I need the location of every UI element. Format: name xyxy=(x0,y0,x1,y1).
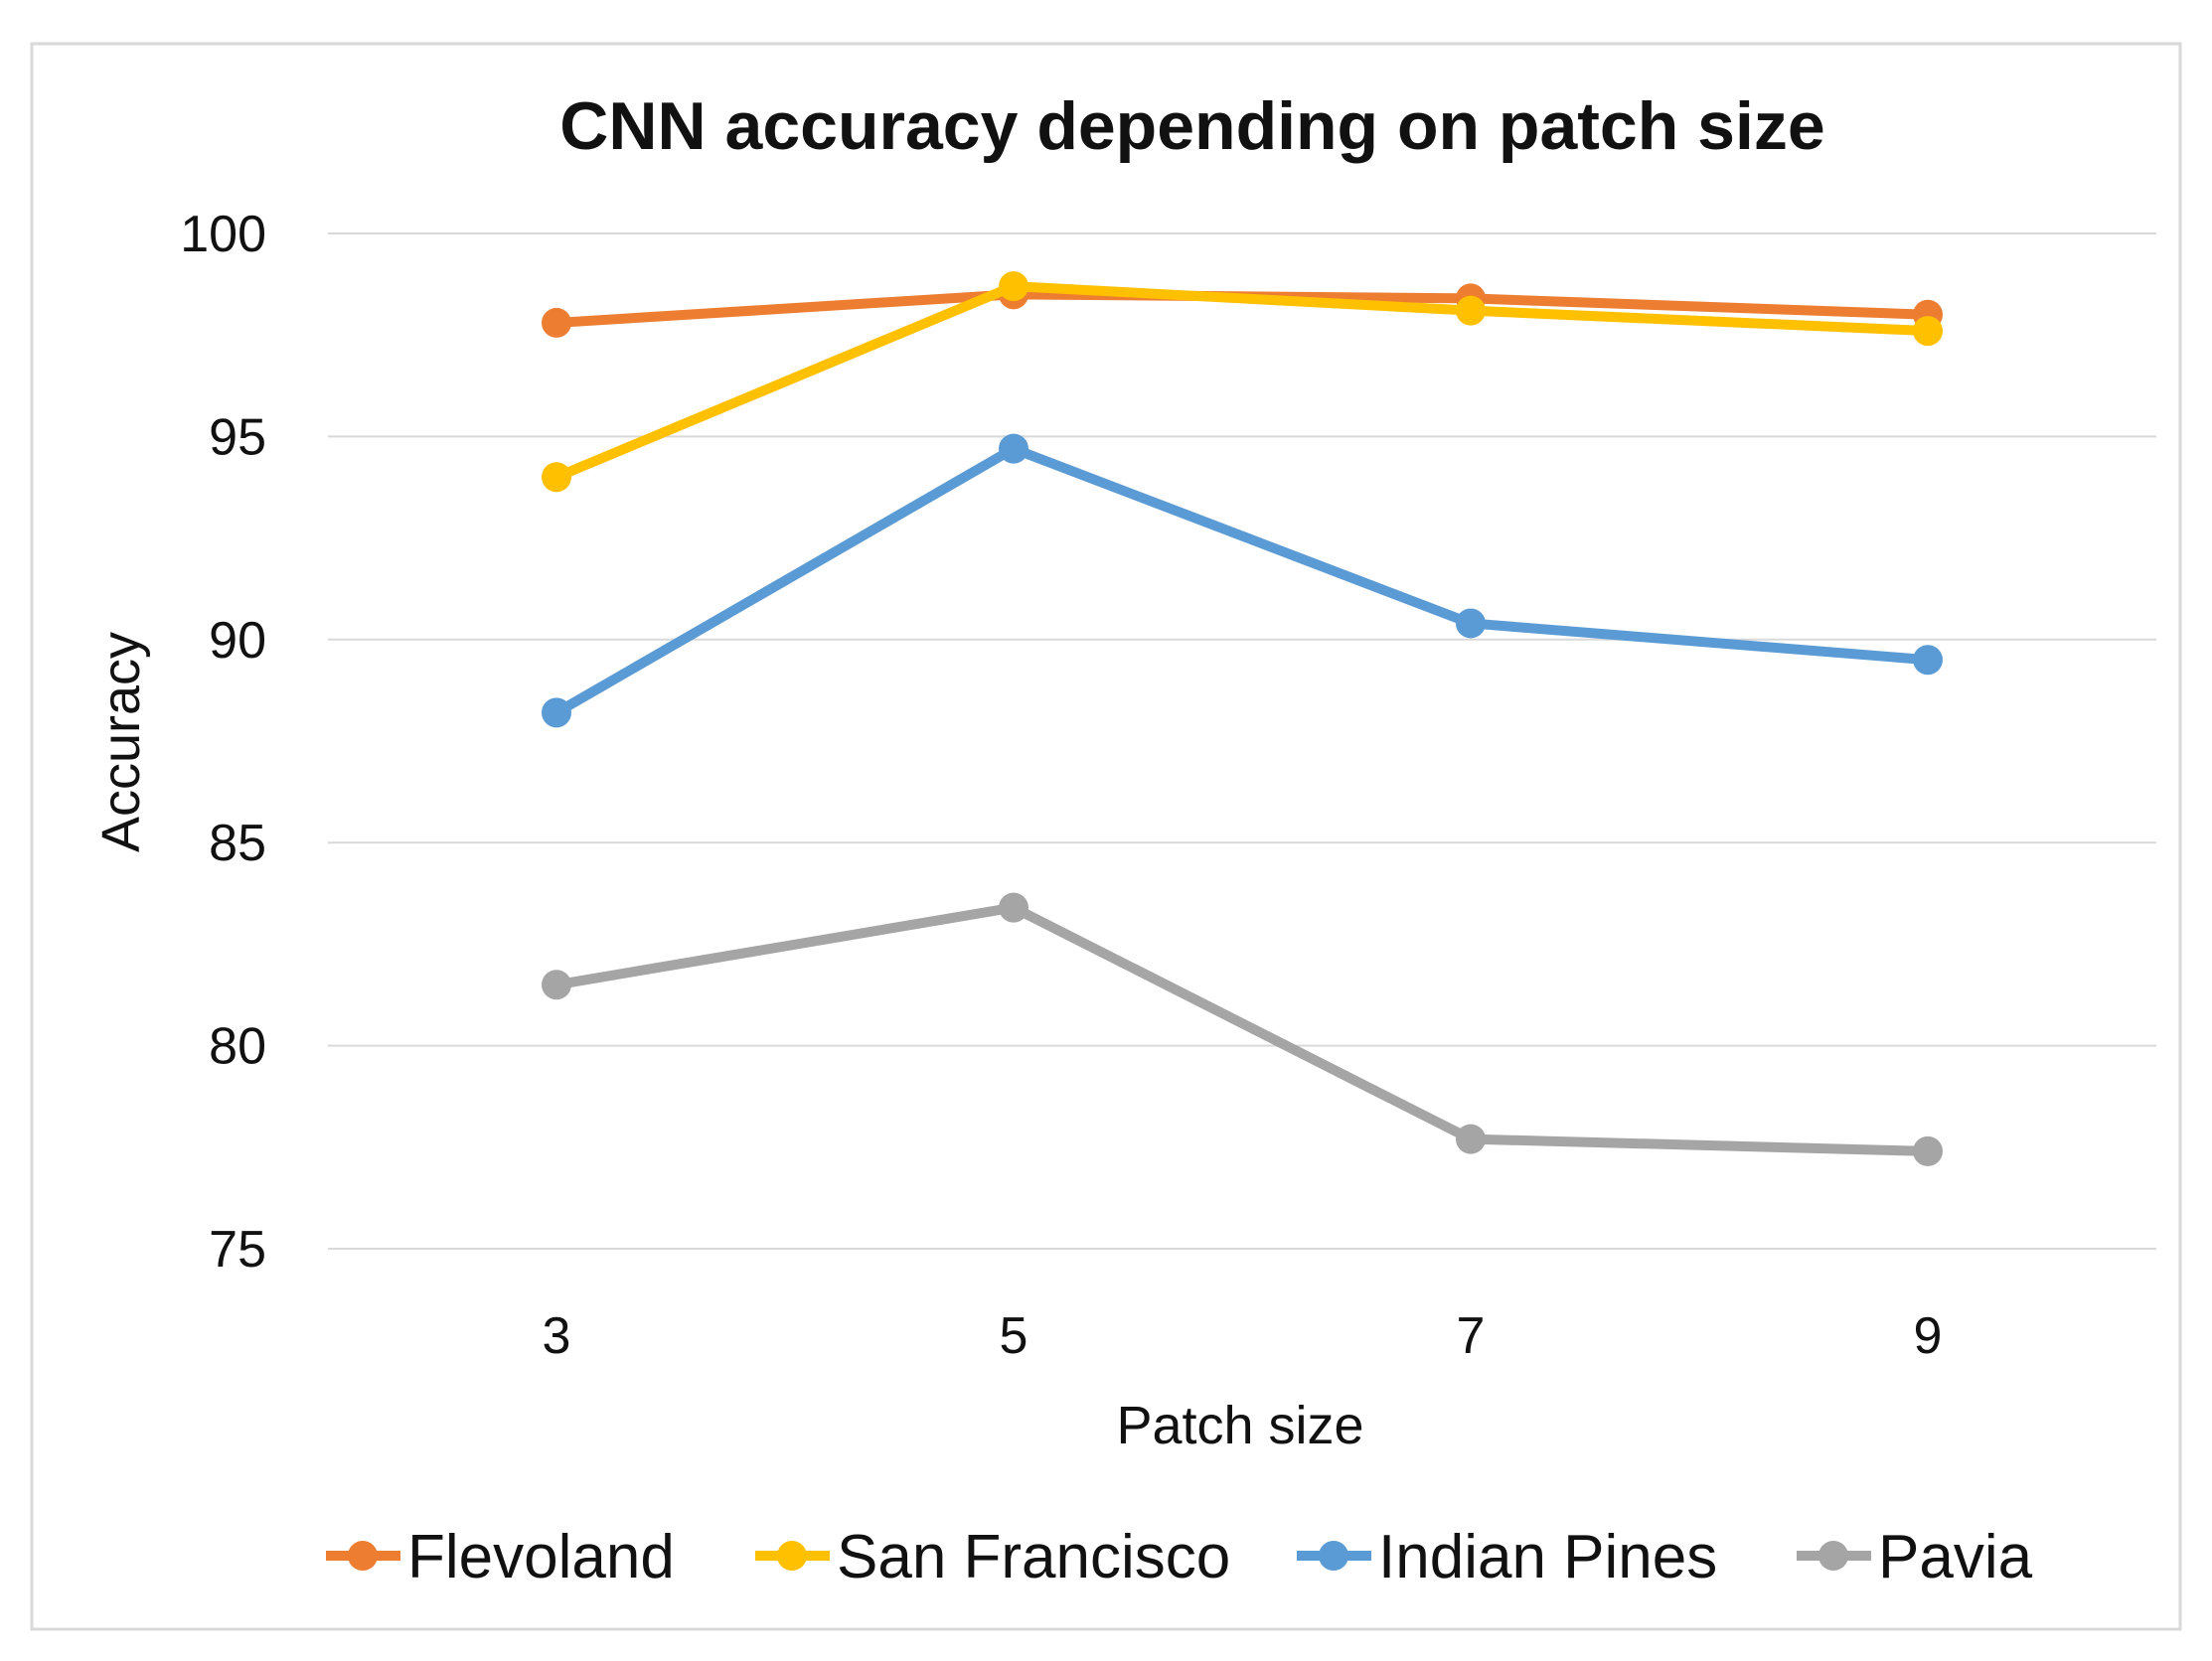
y-tick-label: 90 xyxy=(209,612,266,670)
legend: Flevoland San Francisco Indian Pines Pavia xyxy=(326,1523,2033,1591)
data-point-san-francisco xyxy=(999,271,1028,302)
chart-title: CNN accuracy depending on patch size xyxy=(559,88,1824,164)
legend-label: San Francisco xyxy=(837,1523,1230,1591)
y-tick-label: 80 xyxy=(209,1018,266,1076)
data-point-indian-pines xyxy=(999,433,1028,464)
data-point-indian-pines xyxy=(1456,608,1486,639)
series-line-san-francisco xyxy=(552,281,1933,483)
data-point-san-francisco xyxy=(542,462,571,493)
x-tick-label: 7 xyxy=(1457,1307,1486,1365)
data-point-pavia xyxy=(1913,1135,1943,1166)
data-point-san-francisco xyxy=(1456,295,1486,326)
data-point-san-francisco xyxy=(1913,316,1943,347)
y-tick-label: 75 xyxy=(209,1221,266,1279)
x-tick-label: 5 xyxy=(1000,1307,1028,1365)
y-axis-title: Accuracy xyxy=(91,632,151,852)
y-tick-label: 100 xyxy=(180,206,266,263)
y-tick-label: 85 xyxy=(209,815,266,872)
series-lines xyxy=(542,271,1943,1166)
series-line-pavia xyxy=(552,902,1933,1156)
series-san-francisco xyxy=(542,271,1943,493)
data-point-indian-pines xyxy=(542,697,571,728)
x-axis-title: Patch size xyxy=(1116,1396,1363,1455)
legend-label: Indian Pines xyxy=(1378,1523,1717,1591)
legend-swatch-marker xyxy=(1319,1541,1348,1571)
data-point-flevoland xyxy=(542,307,571,338)
data-point-pavia xyxy=(542,970,571,1000)
y-tick-labels: 75 80 85 90 95 100 xyxy=(180,206,266,1279)
legend-swatch-marker xyxy=(348,1541,378,1571)
data-point-pavia xyxy=(1456,1124,1486,1154)
legend-item-pavia: Pavia xyxy=(1797,1523,2033,1591)
data-point-indian-pines xyxy=(1913,645,1943,676)
legend-item-indian-pines: Indian Pines xyxy=(1297,1523,1717,1591)
legend-label: Pavia xyxy=(1878,1523,2033,1591)
legend-item-flevoland: Flevoland xyxy=(326,1523,675,1591)
y-tick-label: 95 xyxy=(209,408,266,466)
data-point-pavia xyxy=(999,892,1028,923)
series-indian-pines xyxy=(542,433,1943,728)
series-pavia xyxy=(542,892,1943,1166)
x-tick-label: 9 xyxy=(1914,1307,1943,1365)
legend-label: Flevoland xyxy=(407,1523,675,1591)
legend-swatch-marker xyxy=(1818,1541,1848,1571)
series-line-indian-pines xyxy=(552,443,1933,718)
x-tick-labels: 3 5 7 9 xyxy=(543,1307,1943,1365)
legend-item-san-francisco: San Francisco xyxy=(755,1523,1230,1591)
chart-border xyxy=(30,42,2182,1631)
x-tick-label: 3 xyxy=(543,1307,571,1365)
legend-swatch-marker xyxy=(777,1541,807,1571)
gridlines xyxy=(328,232,2156,1250)
